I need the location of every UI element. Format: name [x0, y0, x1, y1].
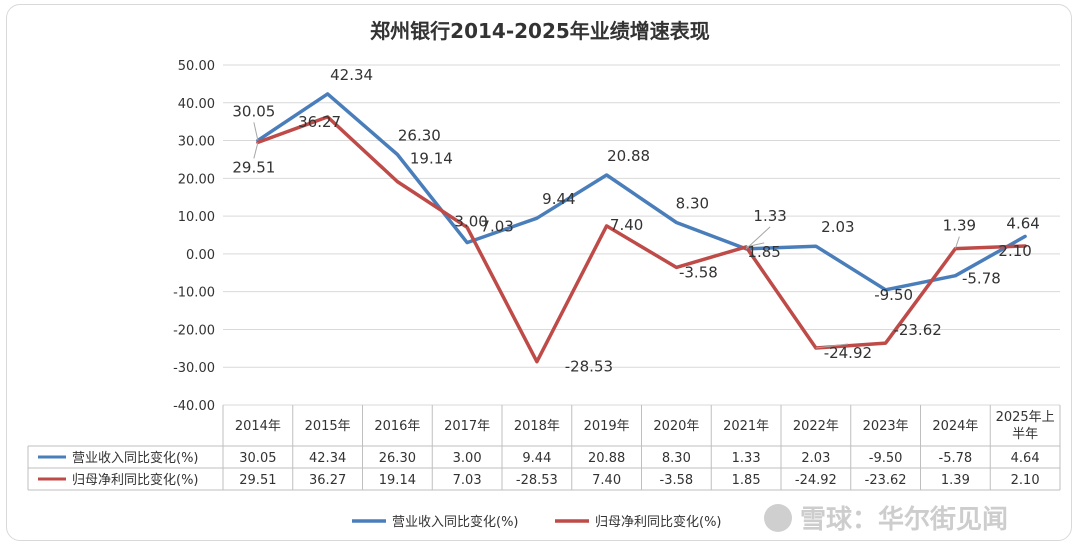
table-cell: -28.53 [516, 473, 558, 488]
table-cell: 7.40 [592, 473, 621, 488]
y-tick-label: 40.00 [178, 97, 215, 112]
y-tick-label: -30.00 [173, 361, 215, 376]
data-label: 42.34 [330, 66, 373, 84]
data-label: 19.14 [410, 150, 453, 168]
table-cell: 29.51 [239, 473, 276, 488]
data-label: 4.64 [1006, 214, 1039, 232]
table-cell: -5.78 [939, 451, 973, 466]
table-cell: -24.92 [795, 473, 837, 488]
data-label: -24.92 [824, 344, 872, 362]
data-label: -5.78 [962, 270, 1001, 288]
table-cell: -3.58 [660, 473, 694, 488]
y-tick-label: 50.00 [178, 59, 215, 74]
data-labels: 30.05 42.34 26.30 3.00 9.44 20.88 8.30 1.33 2.03… [232, 66, 1039, 376]
series-line [256, 115, 1027, 364]
label-leader-line [746, 242, 765, 248]
data-label: 3.00 [454, 213, 487, 231]
data-label: 2.03 [821, 218, 854, 236]
table-cell: 3.00 [453, 451, 482, 466]
data-label: 26.30 [398, 127, 441, 145]
data-label: -23.62 [893, 321, 941, 339]
table-cell: 8.30 [662, 451, 691, 466]
category-label: 2025年上半年 [996, 410, 1055, 442]
table-cell: 1.33 [732, 451, 761, 466]
y-tick-label: -10.00 [173, 286, 215, 301]
table-row-label: 归母净利同比变化(%) [72, 472, 199, 488]
category-label: 2024年 [932, 419, 978, 434]
watermark-text: 雪球：华尔街见闻 [800, 504, 1008, 535]
legend: 营业收入同比变化(%) 归母净利同比变化(%) [352, 514, 722, 530]
data-label: 7.40 [610, 216, 643, 234]
table-cell: 26.30 [379, 451, 416, 466]
category-label: 2019年 [584, 419, 630, 434]
table-cell: 30.05 [239, 451, 276, 466]
data-label: 2.10 [998, 242, 1031, 260]
category-label: 2014年 [235, 419, 281, 434]
table-cell: -9.50 [869, 451, 903, 466]
data-label: -9.50 [874, 286, 913, 304]
table-cell: 20.88 [588, 451, 625, 466]
category-label: 2020年 [653, 419, 699, 434]
table-cell: 36.27 [309, 473, 346, 488]
category-label: 2016年 [374, 419, 420, 434]
data-label: 29.51 [232, 158, 275, 176]
y-tick-label: 0.00 [186, 248, 215, 263]
label-leader-line [253, 122, 259, 141]
data-label: 1.85 [747, 243, 780, 261]
data-label: 8.30 [676, 195, 709, 213]
table-cell: 9.44 [522, 451, 551, 466]
series-line [256, 92, 1027, 292]
y-tick-label: 30.00 [178, 135, 215, 150]
data-label: 1.33 [753, 207, 786, 225]
data-label: 30.05 [232, 102, 275, 120]
y-tick-label: 20.00 [178, 172, 215, 187]
data-label: -28.53 [565, 358, 613, 376]
data-label: 9.44 [542, 190, 575, 208]
data-label: 20.88 [607, 147, 650, 165]
y-tick-label: -40.00 [173, 399, 215, 414]
series-lines [256, 92, 1027, 364]
watermark: 雪球：华尔街见闻 [764, 504, 1008, 535]
data-table: 2014年 2015年 2016年 2017年 2018年 2019年 2020年 2021年… [27, 405, 1061, 491]
table-cell: 42.34 [309, 451, 346, 466]
chart-title: 郑州银行2014-2025年业绩增速表现 [370, 19, 710, 43]
table-cell: 2.10 [1011, 473, 1040, 488]
table-row-label: 营业收入同比变化(%) [72, 450, 199, 466]
table-cell: 19.14 [379, 473, 416, 488]
y-tick-label: 10.00 [178, 210, 215, 225]
category-label: 2023年 [863, 419, 909, 434]
category-label: 2021年 [723, 419, 769, 434]
legend-label: 归母净利同比变化(%) [595, 514, 722, 530]
data-label: -3.58 [679, 263, 718, 281]
category-label: 2022年 [793, 419, 839, 434]
label-leader-line [815, 343, 848, 349]
table-cell: 1.85 [732, 473, 761, 488]
legend-label: 营业收入同比变化(%) [392, 514, 519, 530]
table-cell: 2.03 [801, 451, 830, 466]
label-leader-line [954, 236, 960, 249]
table-cell: 1.39 [941, 473, 970, 488]
category-label: 2018年 [514, 419, 560, 434]
chart-frame [6, 4, 1072, 541]
label-leader-line [253, 142, 259, 159]
data-label: 1.39 [943, 217, 976, 235]
snowball-logo-icon [764, 504, 792, 532]
table-cell: -23.62 [865, 473, 907, 488]
table-cell: 7.03 [453, 473, 482, 488]
data-label: 36.27 [298, 113, 341, 131]
label-leader-line [745, 226, 771, 250]
category-label: 2015年 [305, 419, 351, 434]
data-label: 7.03 [480, 217, 513, 235]
y-tick-label: -20.00 [173, 323, 215, 338]
category-label: 2017年 [444, 419, 490, 434]
table-cell: 4.64 [1011, 451, 1040, 466]
